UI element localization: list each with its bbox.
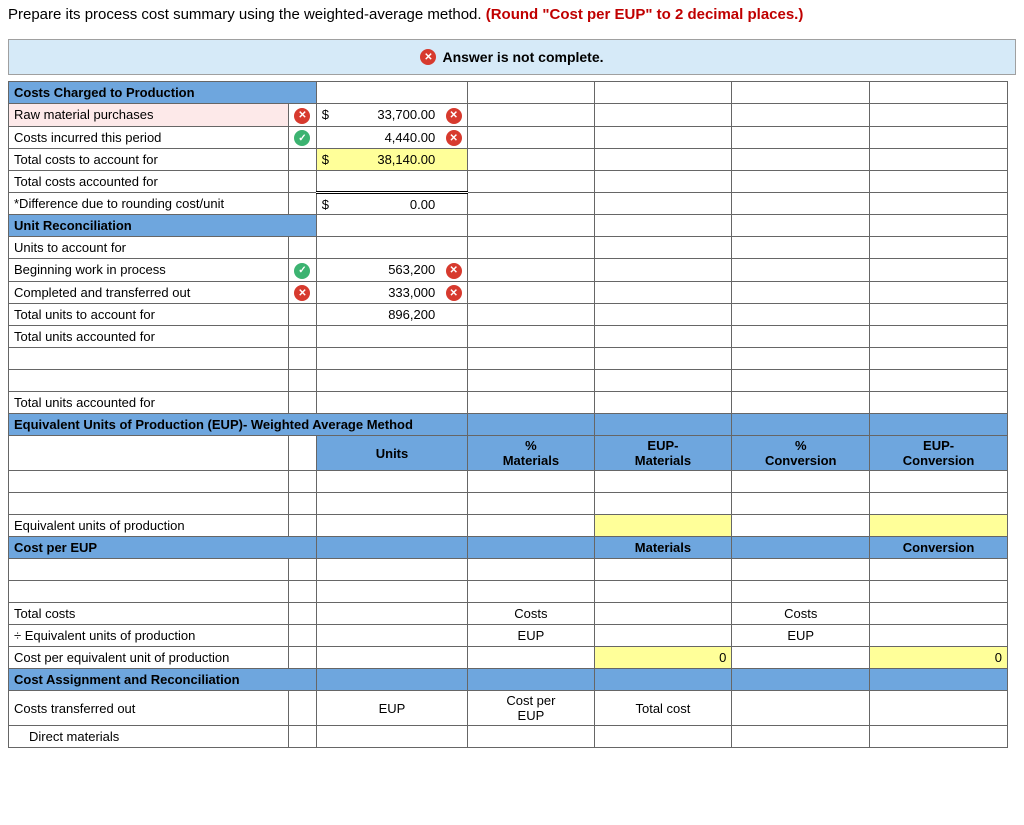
lbl-costs1: Costs <box>468 603 594 625</box>
x-icon: ✕ <box>294 108 310 124</box>
section-costs-charged: Costs Charged to Production <box>9 82 317 104</box>
col-pct-conversion: % Conversion <box>732 436 870 471</box>
x-icon: ✕ <box>294 285 310 301</box>
check-icon: ✓ <box>294 130 310 146</box>
banner-text: Answer is not complete. <box>442 49 603 65</box>
row-total-units-acct2: Total units accounted for <box>9 392 289 414</box>
lbl-eup1: EUP <box>468 625 594 647</box>
x-icon: ✕ <box>446 285 462 301</box>
section-eup: Equivalent Units of Production (EUP)- We… <box>9 414 468 436</box>
col-pct-materials: % Materials <box>468 436 594 471</box>
row-total-units-for: Total units to account for <box>9 304 289 326</box>
row-cpeu: Cost per equivalent unit of production <box>9 647 289 669</box>
dollar-sign: $ <box>316 193 341 215</box>
dollar-sign: $ <box>316 149 341 171</box>
col-materials: Materials <box>594 537 732 559</box>
cpeu-mat-value: 0 <box>594 647 732 669</box>
question-prompt: Prepare its process cost summary using t… <box>0 0 1024 37</box>
x-icon: ✕ <box>446 263 462 279</box>
col-eup-conversion: EUP- Conversion <box>870 436 1008 471</box>
dollar-sign: $ <box>316 104 341 127</box>
row-costs-transferred: Costs transferred out <box>9 691 289 726</box>
row-total-account-for: Total costs to account for <box>9 149 289 171</box>
completed-out-value[interactable]: 333,000 <box>341 281 440 304</box>
row-total-units-acct: Total units accounted for <box>9 326 289 348</box>
beg-wip-value[interactable]: 563,200 <box>341 259 440 282</box>
total-account-value: 38,140.00 <box>341 149 440 171</box>
col-conversion: Conversion <box>870 537 1008 559</box>
prompt-instruction: (Round "Cost per EUP" to 2 decimal place… <box>486 6 804 23</box>
lbl-eup3: EUP <box>316 691 468 726</box>
section-cost-per-eup: Cost per EUP <box>9 537 317 559</box>
total-units-value: 896,200 <box>341 304 440 326</box>
row-raw-materials[interactable]: Raw material purchases <box>9 104 289 127</box>
row-eup: Equivalent units of production <box>9 515 289 537</box>
lbl-total-cost: Total cost <box>594 691 732 726</box>
row-costs-incurred[interactable]: Costs incurred this period <box>9 126 289 149</box>
row-total-accounted: Total costs accounted for <box>9 171 289 193</box>
costs-incurred-value[interactable]: 4,440.00 <box>341 126 440 149</box>
section-unit-recon: Unit Reconciliation <box>9 215 317 237</box>
section-cost-assign: Cost Assignment and Reconciliation <box>9 669 317 691</box>
row-total-costs: Total costs <box>9 603 289 625</box>
lbl-eup2: EUP <box>732 625 870 647</box>
raw-materials-value[interactable]: 33,700.00 <box>341 104 440 127</box>
difference-value: 0.00 <box>341 193 440 215</box>
row-completed-out[interactable]: Completed and transferred out <box>9 281 289 304</box>
row-beginning-wip[interactable]: Beginning work in process <box>9 259 289 282</box>
row-direct-materials: Direct materials <box>9 726 289 748</box>
row-difference: *Difference due to rounding cost/unit <box>9 193 289 215</box>
cpeu-conv-value: 0 <box>870 647 1008 669</box>
lbl-costs2: Costs <box>732 603 870 625</box>
col-units: Units <box>316 436 468 471</box>
x-icon: ✕ <box>420 49 436 65</box>
row-div-eup: ÷ Equivalent units of production <box>9 625 289 647</box>
answer-status-banner: ✕ Answer is not complete. <box>8 39 1016 75</box>
row-units-account-for: Units to account for <box>9 237 289 259</box>
x-icon: ✕ <box>446 130 462 146</box>
lbl-cost-per-eup: Cost per EUP <box>468 691 594 726</box>
check-icon: ✓ <box>294 263 310 279</box>
col-eup-materials: EUP- Materials <box>594 436 732 471</box>
prompt-text: Prepare its process cost summary using t… <box>8 6 486 23</box>
cost-summary-table: Costs Charged to Production Raw material… <box>8 81 1008 748</box>
x-icon: ✕ <box>446 108 462 124</box>
